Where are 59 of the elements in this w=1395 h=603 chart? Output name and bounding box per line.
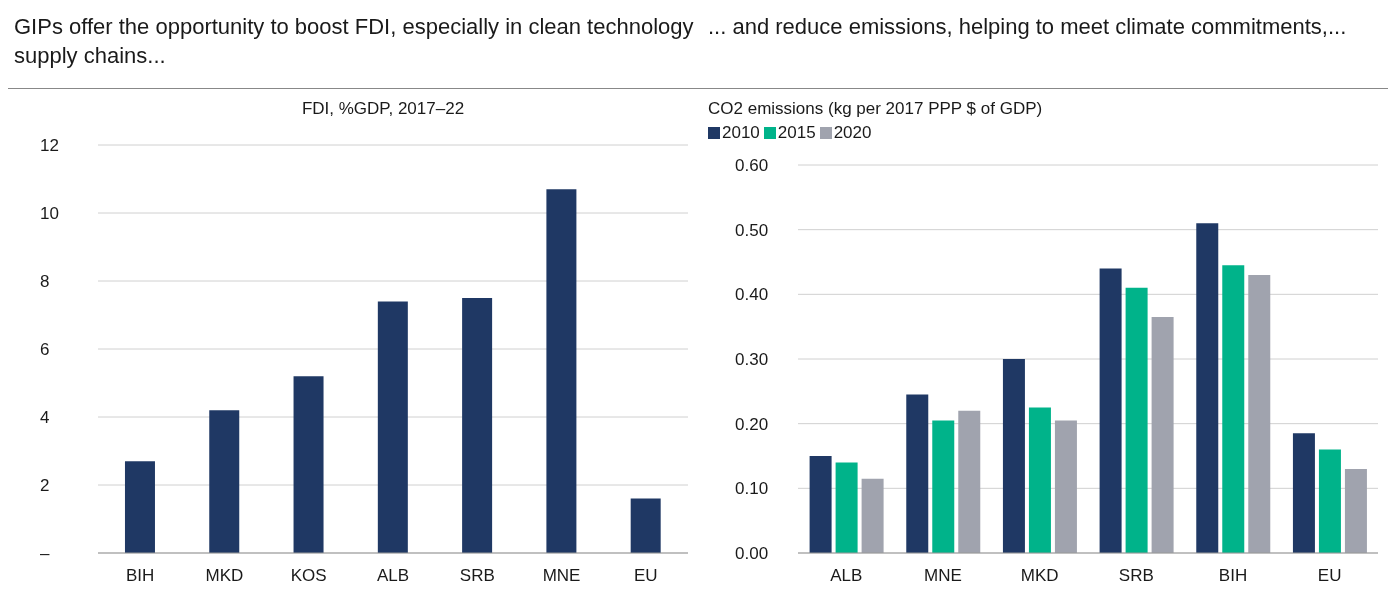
y-tick-label: – [40, 544, 50, 564]
x-tick-label: BIH [1218, 566, 1248, 586]
y-tick-label: 0.60 [735, 156, 769, 176]
bar [546, 189, 577, 553]
legend-label: 2015 [776, 123, 816, 143]
x-tick-label: SRB [1118, 566, 1154, 586]
bar [1099, 268, 1122, 553]
x-tick-label: MKD [1020, 566, 1059, 586]
bar [293, 376, 324, 553]
x-tick-label: ALB [830, 566, 863, 586]
bar [835, 462, 858, 553]
bar [1248, 274, 1271, 553]
y-tick-label: 0.50 [735, 220, 769, 240]
x-tick-label: SRB [459, 566, 495, 586]
y-tick-label: 0.10 [735, 479, 769, 499]
x-tick-label: MNE [542, 566, 581, 586]
x-tick-label: MNE [924, 566, 962, 586]
x-tick-label: BIH [125, 566, 155, 586]
x-tick-label: MKD [205, 566, 244, 586]
bar [1054, 420, 1077, 553]
bar [1151, 316, 1174, 553]
bar [1292, 433, 1315, 553]
chart-title: GIPs offer the opportunity to boost FDI, especially in clean technology supply chains... [13, 13, 695, 70]
y-tick-label: 6 [40, 340, 50, 360]
y-tick-label: 12 [40, 136, 59, 156]
bar [1028, 407, 1051, 553]
chart-title: ... and reduce emissions, helping to meet climate commitments,... [707, 13, 1348, 41]
bar [377, 301, 408, 553]
bar [462, 298, 493, 553]
bar [1318, 449, 1341, 553]
y-tick-label: 8 [40, 272, 50, 292]
x-tick-label: KOS [290, 566, 327, 586]
bar [932, 420, 955, 553]
legend-label: 2010 [721, 123, 760, 143]
bar [906, 394, 929, 553]
bar [861, 478, 884, 553]
bar [630, 498, 661, 553]
bar [1196, 223, 1219, 553]
y-tick-label: 0.40 [735, 285, 769, 305]
y-tick-label: 0.00 [735, 544, 769, 564]
legend-label: 2020 [832, 123, 872, 143]
bar [1002, 359, 1025, 553]
chart-subtitle: FDI, %GDP, 2017–22 [300, 99, 466, 120]
x-tick-label: EU [1317, 566, 1342, 586]
bar [958, 410, 981, 553]
bar [1344, 468, 1367, 553]
bar [209, 410, 240, 553]
x-tick-label: ALB [376, 566, 410, 586]
y-tick-label: 2 [40, 476, 50, 496]
x-tick-label: EU [634, 566, 658, 586]
y-tick-label: 0.30 [735, 350, 769, 370]
y-tick-label: 10 [40, 204, 59, 224]
bar [1125, 287, 1148, 553]
chart-subtitle: CO2 emissions (kg per 2017 PPP $ of GDP) [707, 99, 1044, 120]
y-tick-label: 4 [40, 408, 50, 428]
bar [809, 456, 832, 553]
y-tick-label: 0.20 [735, 414, 769, 434]
bar [1222, 265, 1245, 553]
bar [124, 461, 155, 553]
